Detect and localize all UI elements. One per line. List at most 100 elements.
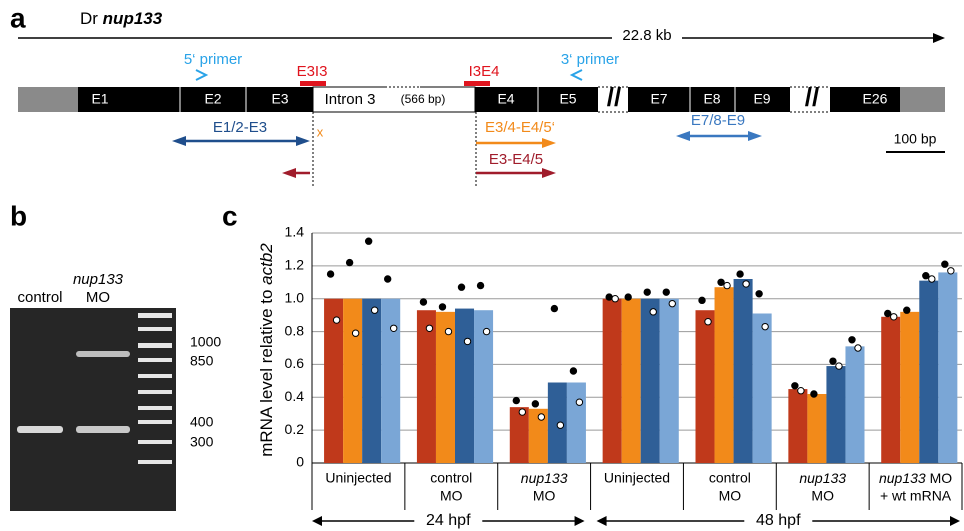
arrowhead [172,136,186,146]
replicate-point [483,328,489,334]
replicate-point [458,284,464,290]
y-tick-label: 0.8 [285,322,305,338]
replicate-point [855,345,861,351]
exon-label: E8 [703,91,720,107]
arrowhead [542,168,556,178]
break-mark: // [805,82,819,112]
bar [845,346,864,463]
bar [900,312,919,463]
y-tick-label: 0.6 [285,355,305,371]
figure: a Dr nup133 22.8 kb 5‘ primer 3‘ primer … [0,0,964,531]
bar [548,383,567,464]
exon-utr [900,87,945,112]
replicate-point [756,291,762,297]
replicate-point [737,271,743,277]
bar [436,312,455,463]
exon-label: E3 [271,91,288,107]
bar [603,299,622,463]
panel-label: b [10,200,27,231]
label-part: nup133 [521,470,568,486]
replicate-point [762,323,768,329]
bar [510,407,529,463]
replicate-point [477,282,483,288]
bar [734,279,753,463]
replicate-point [371,307,377,313]
bar [753,314,772,464]
replicate-point [625,294,631,300]
replicate-point [346,259,352,265]
replicate-point [650,309,656,315]
probe-label: E3I3 [297,63,328,80]
exon-label: E7 [650,91,667,107]
title-part: nup133 [103,9,163,28]
x-tick-label: Uninjected [325,470,391,486]
gel-band [17,426,63,433]
primer-mark [572,70,582,80]
replicate-point [570,368,576,374]
ladder-band [138,460,172,464]
replicate-point [557,422,563,428]
arrowhead [676,131,690,141]
y-tick-label: 0 [296,454,304,470]
replicate-point [644,289,650,295]
ladder-label: 300 [190,434,214,450]
gene-title: Dr nup133 [80,9,163,28]
replicate-point [929,276,935,282]
group-label: 24 hpf [426,512,471,529]
replicate-point [384,276,390,282]
panel-b: b control nup133 MO 1000 850 400 300 [10,200,221,511]
replicate-point [904,307,910,313]
ladder-label: 1000 [190,334,221,350]
bar [919,281,938,463]
probe-label: I3E4 [469,63,500,80]
x-tick-label: nup133 [521,470,568,486]
no-product-mark: x [317,124,324,139]
replicate-point [513,397,519,403]
replicate-point [390,325,396,331]
replicate-point [365,238,371,244]
bar [622,299,641,463]
replicate-point [836,363,842,369]
ladder-band [138,390,172,394]
replicate-point [519,409,525,415]
replicate-point [798,388,804,394]
y-tick-label: 1.0 [285,289,305,305]
y-tick-label: 1.4 [285,224,305,240]
replicate-point [885,310,891,316]
replicate-point [811,391,817,397]
replicate-point [792,383,798,389]
replicate-point [576,399,582,405]
bar [324,299,343,463]
replicate-point [606,294,612,300]
replicate-point [743,281,749,287]
label-part: MO [926,470,953,486]
lane-label: nup133 [73,271,124,288]
exon-label: E9 [753,91,770,107]
exon [475,87,598,112]
replicate-point [464,338,470,344]
replicate-point [705,319,711,325]
replicate-point [830,358,836,364]
y-tick-label: 0.4 [285,388,305,404]
panel-c: c mRNA level relative to actb2 00.20.40.… [222,200,962,530]
arrowhead [296,136,310,146]
bar [807,394,826,463]
exon-label: E2 [204,91,221,107]
bar [938,272,957,463]
arrowhead [933,33,945,43]
scale-label: 100 bp [894,131,937,147]
bar [641,299,660,463]
x-tick-label: + wt mRNA [880,488,952,504]
bar [696,310,715,463]
primer-mark [196,70,206,80]
ladder-band [138,440,172,444]
replicate-point [426,325,432,331]
replicate-point [849,337,855,343]
replicate-point [439,304,445,310]
x-tick-label: MO [440,488,463,504]
bar [455,309,474,463]
x-tick-label: MO [719,488,742,504]
intron-label: Intron 3 [325,91,376,108]
arrowhead [282,168,296,178]
replicate-point [718,279,724,285]
